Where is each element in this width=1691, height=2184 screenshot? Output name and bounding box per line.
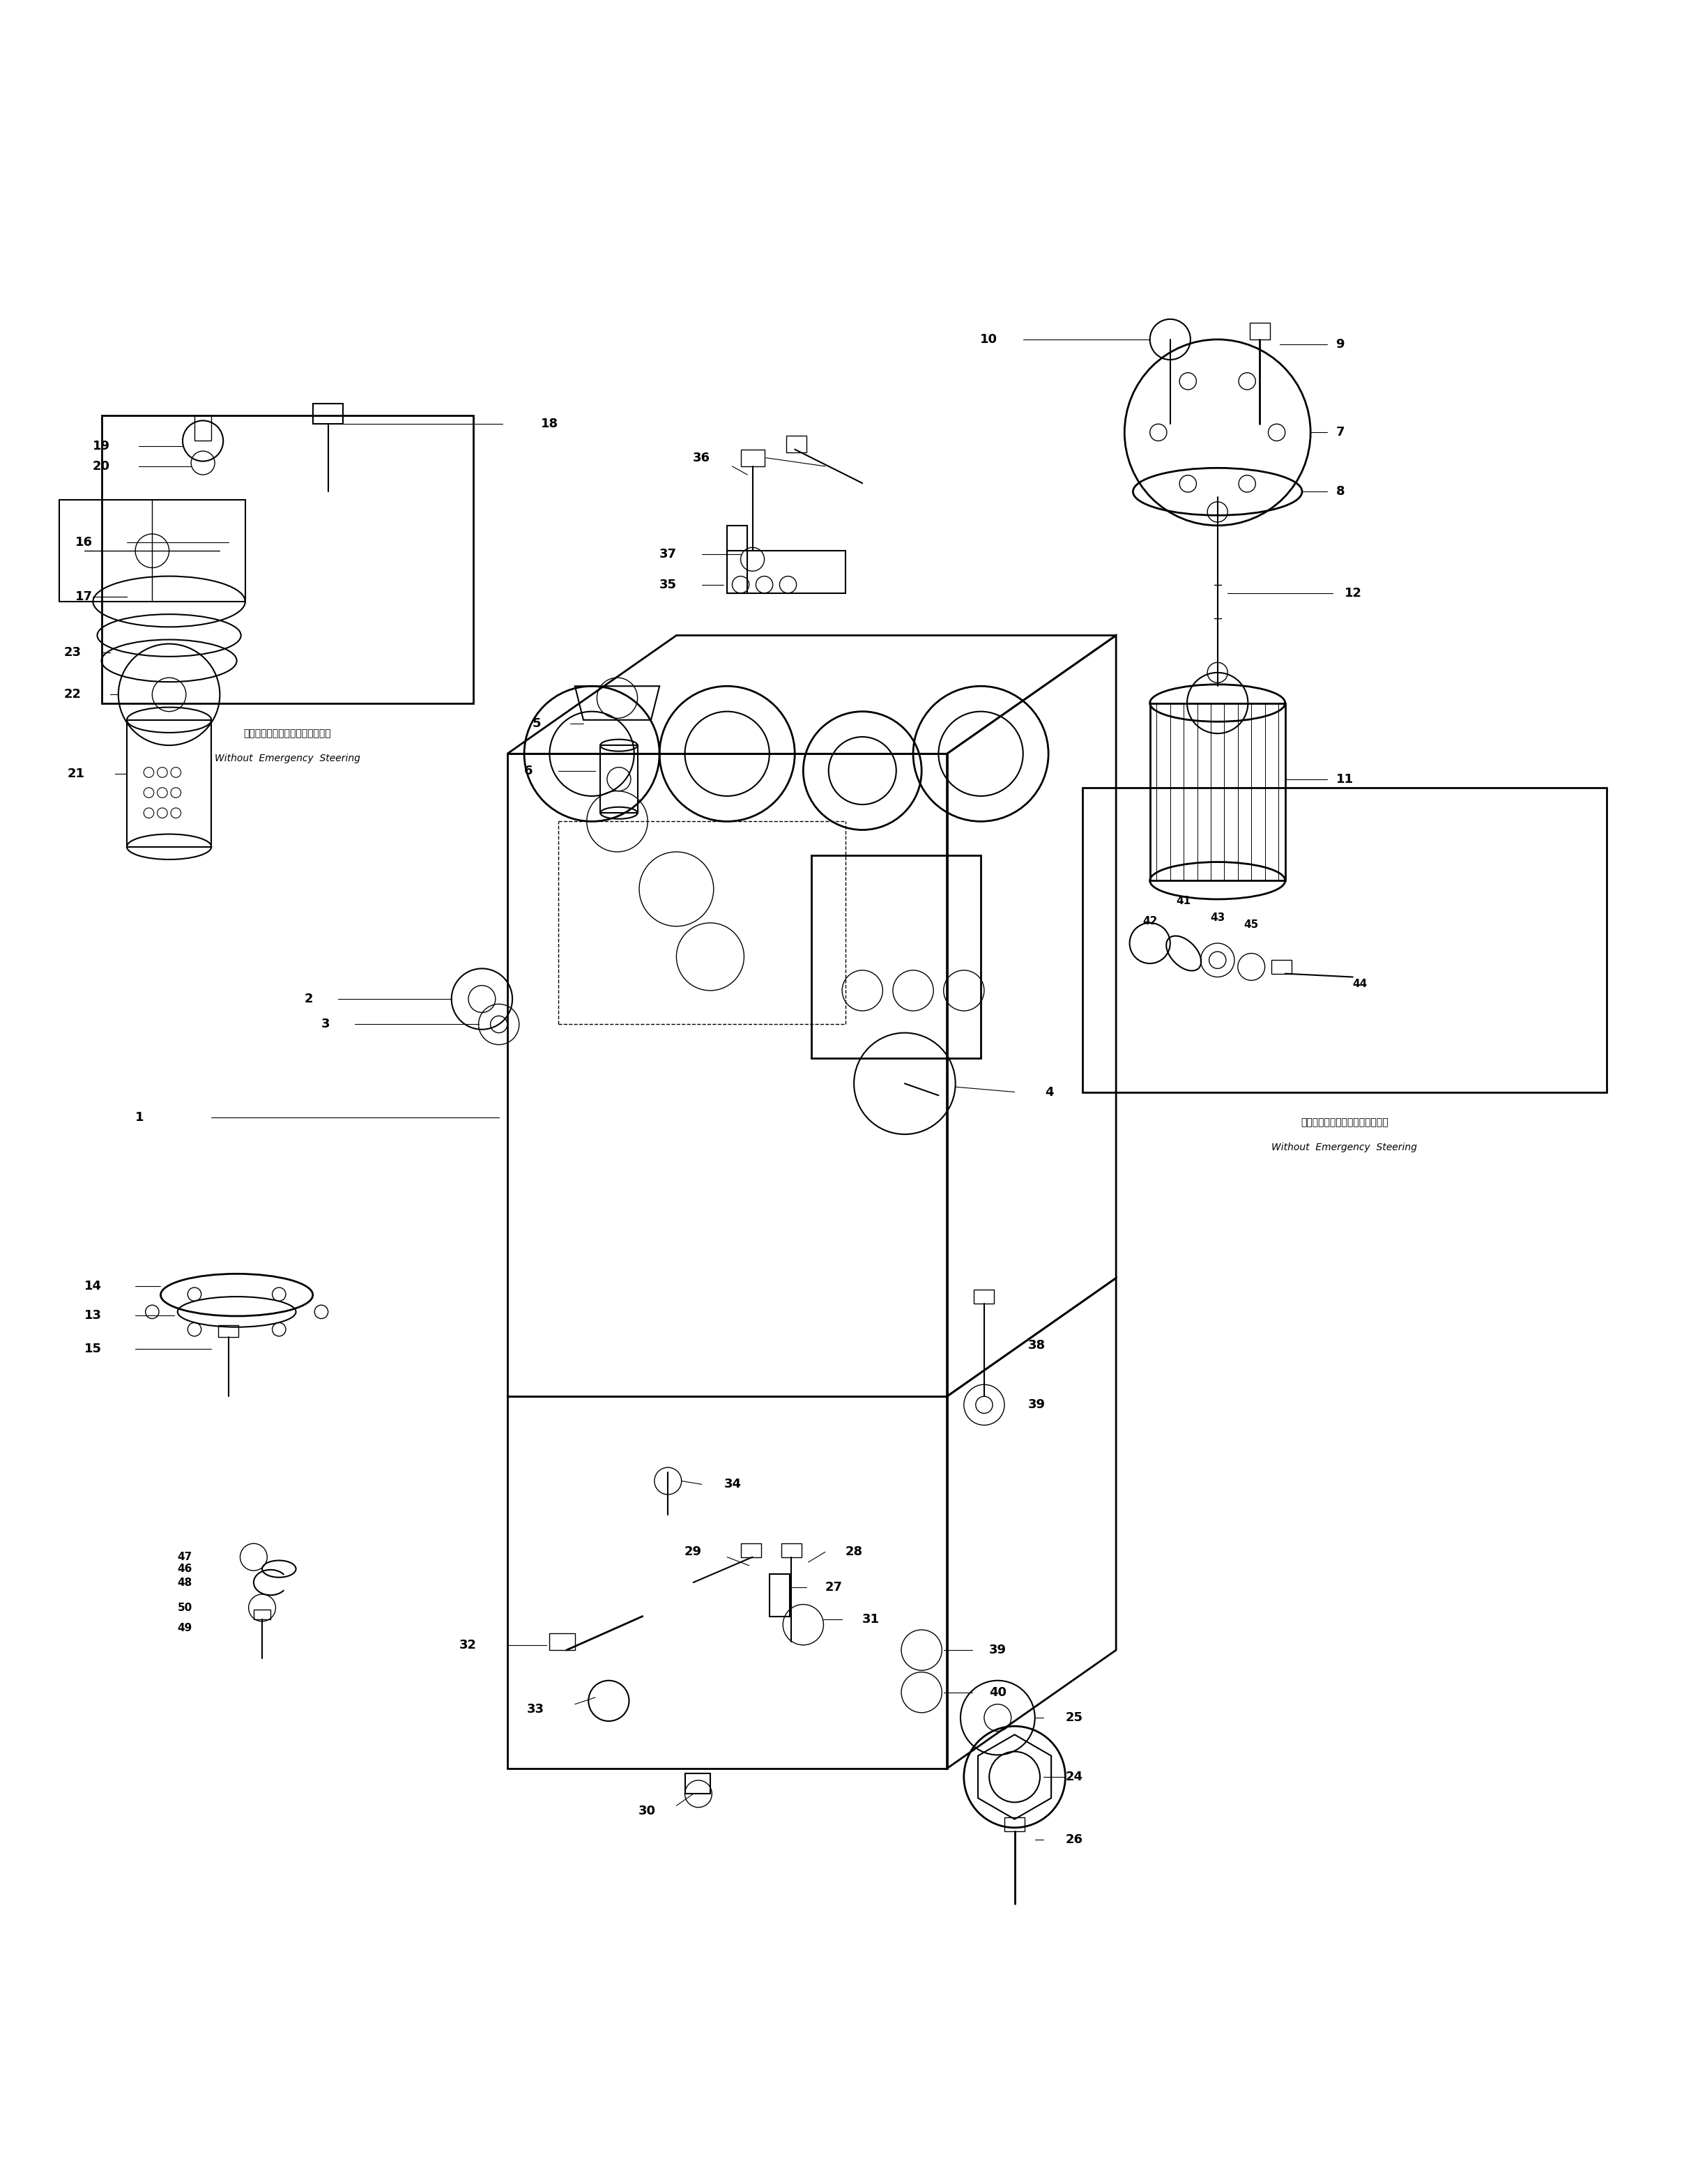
Text: 29: 29: [685, 1546, 702, 1557]
Bar: [781, 1544, 802, 1557]
Text: 19: 19: [93, 439, 110, 452]
Text: 30: 30: [639, 1804, 656, 1817]
Text: 38: 38: [1028, 1339, 1045, 1352]
Text: 25: 25: [1065, 1712, 1082, 1723]
Text: 6: 6: [524, 764, 533, 778]
Bar: [685, 1773, 710, 1793]
Text: 41: 41: [1177, 895, 1190, 906]
Text: 33: 33: [528, 1704, 545, 1717]
Bar: [194, 415, 211, 441]
Bar: [1082, 788, 1606, 1092]
Bar: [741, 450, 764, 465]
Text: 18: 18: [541, 417, 558, 430]
Text: 2: 2: [304, 994, 313, 1005]
Text: 10: 10: [981, 334, 998, 345]
Text: 47: 47: [178, 1553, 193, 1562]
Bar: [1004, 1817, 1025, 1830]
Text: 45: 45: [1245, 919, 1258, 930]
Bar: [507, 753, 947, 1396]
Text: 46: 46: [178, 1564, 193, 1575]
Text: 49: 49: [178, 1623, 193, 1634]
Text: 50: 50: [178, 1603, 193, 1614]
Text: 20: 20: [93, 461, 110, 472]
Text: 13: 13: [85, 1308, 101, 1321]
Text: 34: 34: [724, 1479, 741, 1492]
Text: 11: 11: [1336, 773, 1353, 786]
Bar: [741, 1544, 761, 1557]
Bar: [59, 500, 245, 601]
Text: 1: 1: [135, 1112, 144, 1123]
Bar: [974, 1291, 994, 1304]
Text: エマージェンシステアリングなし: エマージェンシステアリングなし: [1300, 1118, 1388, 1127]
Bar: [1150, 703, 1285, 880]
Bar: [507, 1396, 947, 1769]
Text: 24: 24: [1065, 1771, 1082, 1782]
Text: 36: 36: [693, 452, 710, 463]
Text: 27: 27: [825, 1581, 842, 1594]
Bar: [254, 1610, 271, 1621]
Text: 12: 12: [1344, 587, 1361, 598]
Bar: [127, 721, 211, 847]
Text: 8: 8: [1336, 485, 1344, 498]
Text: 31: 31: [862, 1614, 879, 1625]
Bar: [218, 1326, 238, 1337]
Bar: [313, 404, 343, 424]
Bar: [769, 1575, 790, 1616]
Text: 21: 21: [68, 769, 85, 780]
Text: 44: 44: [1353, 978, 1368, 989]
Bar: [812, 856, 981, 1059]
Text: Without  Emergency  Steering: Without Emergency Steering: [215, 753, 360, 764]
Text: 26: 26: [1065, 1832, 1082, 1845]
Text: 39: 39: [1028, 1398, 1045, 1411]
Text: 35: 35: [659, 579, 676, 592]
Text: エマージェンシステアリングなし: エマージェンシステアリングなし: [244, 729, 331, 738]
Text: 5: 5: [533, 716, 541, 729]
Bar: [727, 550, 846, 594]
Text: 22: 22: [64, 688, 81, 701]
Text: 16: 16: [76, 535, 93, 548]
Text: 9: 9: [1336, 339, 1344, 352]
Text: Without  Emergency  Steering: Without Emergency Steering: [1272, 1142, 1417, 1153]
Bar: [600, 745, 638, 812]
Bar: [727, 526, 747, 594]
Text: 42: 42: [1143, 915, 1157, 926]
Text: 4: 4: [1045, 1085, 1053, 1099]
Text: 28: 28: [846, 1546, 862, 1557]
Bar: [101, 415, 473, 703]
Text: 39: 39: [989, 1645, 1006, 1655]
Bar: [1250, 323, 1270, 339]
Text: 7: 7: [1336, 426, 1344, 439]
Text: 3: 3: [321, 1018, 330, 1031]
Text: 32: 32: [460, 1638, 477, 1651]
Text: 23: 23: [64, 646, 81, 660]
Text: 48: 48: [178, 1577, 193, 1588]
Bar: [550, 1634, 575, 1651]
Bar: [786, 437, 807, 452]
Text: 43: 43: [1211, 913, 1224, 924]
Bar: [1272, 961, 1292, 974]
Text: 17: 17: [76, 590, 93, 603]
Text: 15: 15: [85, 1343, 101, 1356]
Text: 37: 37: [659, 548, 676, 561]
Text: 14: 14: [85, 1280, 101, 1293]
Text: 40: 40: [989, 1686, 1006, 1699]
